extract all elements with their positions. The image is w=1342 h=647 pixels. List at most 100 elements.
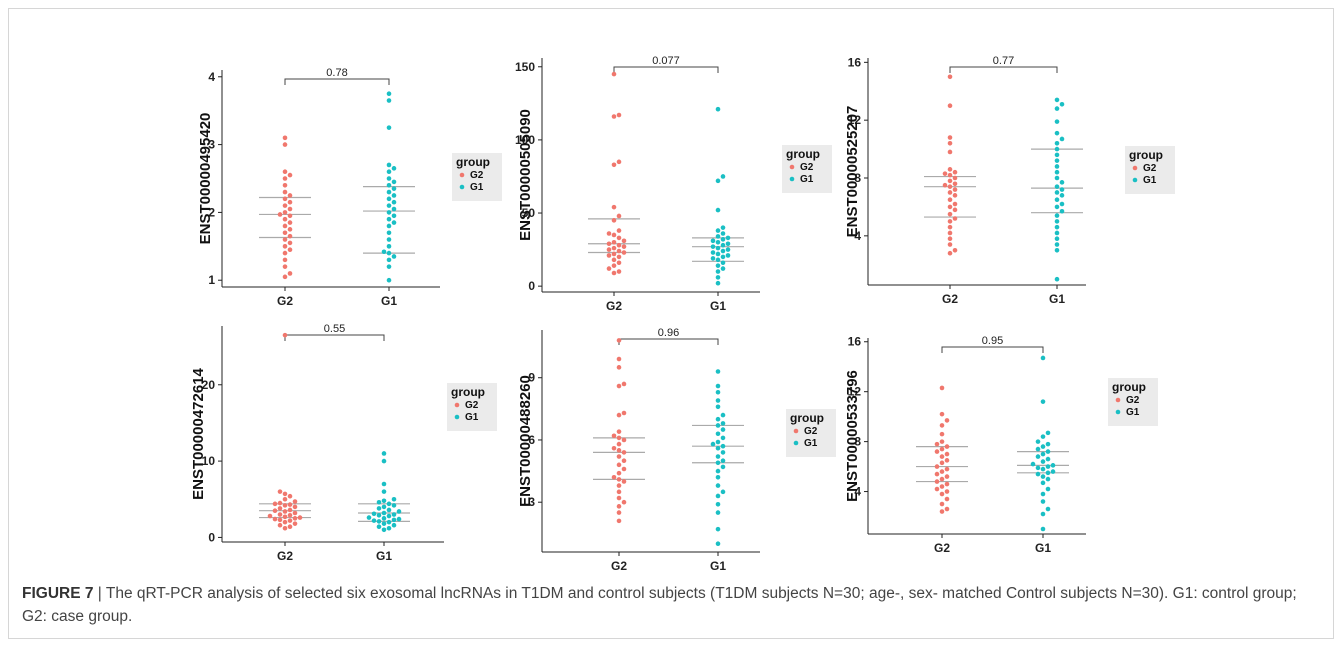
y-axis-label: ENST00000525207 xyxy=(844,106,861,238)
data-point xyxy=(720,435,726,441)
data-point xyxy=(720,266,726,271)
legend-entry-label: G2 xyxy=(800,162,814,173)
legend-entry-label: G2 xyxy=(1143,163,1157,174)
data-point xyxy=(1059,201,1065,207)
data-point xyxy=(715,251,721,257)
data-point xyxy=(381,458,387,464)
x-tick-label: G1 xyxy=(1035,541,1051,555)
data-point xyxy=(939,509,945,514)
data-point xyxy=(710,244,716,249)
data-point xyxy=(282,332,288,338)
data-point xyxy=(287,502,293,507)
x-tick-label: G2 xyxy=(934,541,950,555)
y-tick-label: 9 xyxy=(528,371,535,385)
data-point xyxy=(939,446,945,452)
y-tick-label: 3 xyxy=(208,138,215,152)
data-point xyxy=(616,454,622,459)
data-point xyxy=(386,244,392,249)
data-point xyxy=(715,404,721,410)
data-point xyxy=(292,499,298,504)
legend-entry-label: G1 xyxy=(804,438,818,449)
legend-box xyxy=(782,145,832,193)
data-point xyxy=(939,460,945,466)
x-tick-label: G1 xyxy=(1049,292,1065,306)
data-point xyxy=(287,199,293,205)
data-point xyxy=(715,257,721,263)
data-point xyxy=(287,193,293,198)
data-point xyxy=(710,250,716,255)
legend-title: group xyxy=(451,385,485,399)
data-point xyxy=(277,512,283,517)
data-point xyxy=(621,381,627,387)
data-point xyxy=(272,508,278,514)
data-point xyxy=(287,206,293,212)
p-value-label: 0.55 xyxy=(324,323,345,335)
data-point xyxy=(396,509,402,514)
caption-label: FIGURE 7 xyxy=(22,585,94,602)
data-point xyxy=(939,484,945,489)
data-point xyxy=(715,369,721,374)
data-point xyxy=(282,176,288,181)
significance-bracket xyxy=(941,346,1044,353)
data-point xyxy=(282,135,288,141)
data-point xyxy=(947,103,953,109)
data-point xyxy=(386,210,392,215)
data-point xyxy=(715,541,721,547)
data-point xyxy=(386,125,392,130)
data-point xyxy=(391,503,397,508)
data-point xyxy=(616,518,622,524)
data-point xyxy=(715,526,721,532)
y-axis-label: ENST00000472614 xyxy=(190,367,207,499)
data-point xyxy=(715,475,721,480)
x-tick-label: G2 xyxy=(611,559,627,573)
data-point xyxy=(282,142,288,147)
data-point xyxy=(720,248,726,254)
data-point xyxy=(1040,511,1046,517)
data-point xyxy=(947,204,953,210)
data-point xyxy=(287,247,293,253)
data-point xyxy=(606,241,612,247)
data-point xyxy=(391,517,397,523)
data-point xyxy=(944,451,950,457)
data-point xyxy=(386,196,392,202)
data-point xyxy=(381,498,387,504)
data-point xyxy=(952,247,958,253)
p-value-label: 0.77 xyxy=(993,55,1014,67)
data-point xyxy=(386,507,392,513)
data-point xyxy=(715,501,721,507)
data-point xyxy=(1040,491,1046,497)
data-point xyxy=(715,245,721,251)
data-point xyxy=(952,187,958,192)
data-point xyxy=(1054,197,1060,202)
data-point xyxy=(725,235,731,241)
data-point xyxy=(391,186,397,191)
y-tick-label: 4 xyxy=(854,485,861,499)
legend-title: group xyxy=(786,147,820,161)
data-point xyxy=(391,213,397,219)
data-point xyxy=(715,510,721,515)
data-point xyxy=(391,496,397,502)
data-point xyxy=(1054,152,1060,158)
data-point xyxy=(381,527,387,533)
legend-entry-label: G1 xyxy=(800,174,814,185)
data-point xyxy=(934,464,940,469)
data-point xyxy=(616,235,622,241)
data-point xyxy=(282,169,288,175)
data-point xyxy=(282,509,288,514)
data-point xyxy=(611,263,617,268)
data-point xyxy=(1050,463,1056,468)
data-point xyxy=(939,423,945,428)
data-point xyxy=(611,239,617,245)
data-point xyxy=(715,483,721,488)
data-point xyxy=(606,231,612,236)
data-point xyxy=(292,504,298,510)
data-point xyxy=(386,501,392,507)
y-tick-label: 16 xyxy=(848,335,862,349)
data-point xyxy=(611,71,617,77)
data-point xyxy=(939,439,945,444)
data-point xyxy=(386,257,392,263)
data-point xyxy=(715,234,721,239)
